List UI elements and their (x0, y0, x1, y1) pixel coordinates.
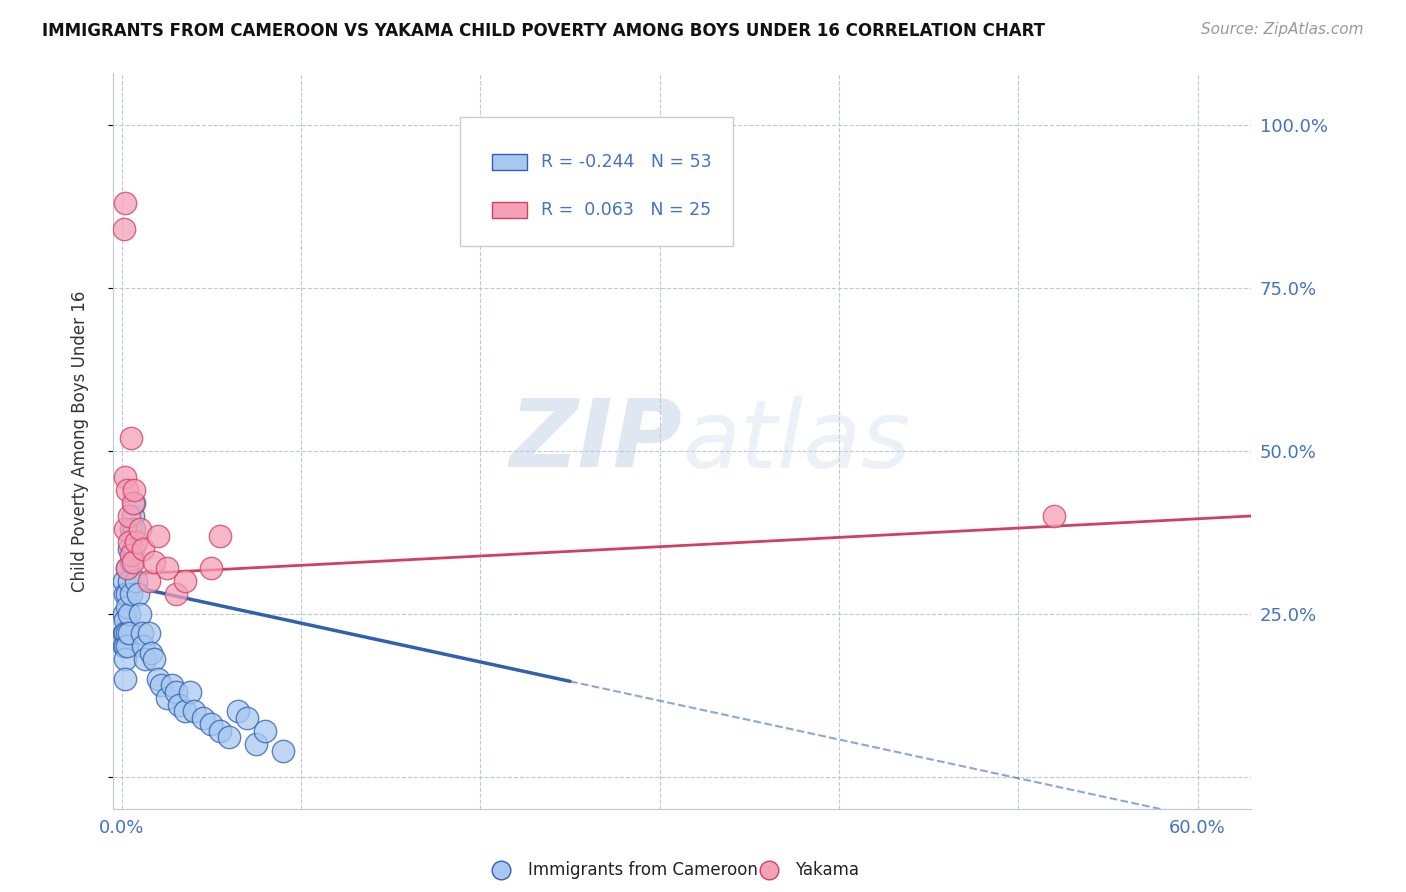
Point (114, 652, 136, 666)
Point (120, 555, 142, 569)
Point (200, 717, 222, 731)
Point (115, 626, 138, 640)
Point (115, 561, 138, 575)
Point (134, 652, 156, 666)
Point (120, 587, 142, 601)
Point (156, 691, 179, 706)
Point (112, 222, 135, 236)
Point (120, 431, 142, 445)
Point (115, 600, 138, 615)
Point (118, 508, 141, 523)
Point (167, 698, 190, 712)
Point (124, 483, 146, 497)
Point (114, 626, 136, 640)
Point (125, 535, 148, 549)
Point (228, 705, 250, 719)
Point (127, 587, 149, 601)
Text: ZIP: ZIP (509, 395, 682, 487)
Point (114, 470, 136, 484)
Point (112, 574, 135, 588)
Point (209, 528, 232, 542)
Point (120, 548, 142, 562)
Point (115, 587, 138, 601)
Point (112, 607, 135, 621)
Point (146, 528, 169, 542)
Point (131, 626, 153, 640)
Point (146, 672, 169, 686)
Point (758, 863, 780, 877)
Point (143, 652, 166, 666)
Point (118, 541, 141, 556)
Point (254, 723, 277, 738)
Point (150, 678, 173, 692)
Point (118, 626, 141, 640)
Point (156, 561, 179, 575)
Text: IMMIGRANTS FROM CAMEROON VS YAKAMA CHILD POVERTY AMONG BOYS UNDER 16 CORRELATION: IMMIGRANTS FROM CAMEROON VS YAKAMA CHILD… (42, 22, 1045, 40)
Point (114, 196, 136, 211)
Point (115, 561, 138, 575)
Text: R =  0.063   N = 25: R = 0.063 N = 25 (541, 201, 711, 219)
Point (143, 555, 166, 569)
Point (128, 522, 150, 536)
Point (139, 646, 162, 660)
Point (112, 626, 135, 640)
Point (138, 626, 160, 640)
Point (124, 496, 146, 510)
Point (173, 705, 195, 719)
Point (114, 672, 136, 686)
FancyBboxPatch shape (460, 117, 734, 246)
Point (132, 640, 155, 654)
Point (114, 587, 136, 601)
Text: Immigrants from Cameroon: Immigrants from Cameroon (529, 861, 758, 879)
Point (209, 723, 232, 738)
Point (114, 640, 136, 654)
Point (112, 640, 135, 654)
Text: R = -0.244   N = 53: R = -0.244 N = 53 (541, 153, 711, 171)
Point (118, 574, 141, 588)
Point (118, 607, 141, 621)
Text: Yakama: Yakama (796, 861, 859, 879)
Point (138, 574, 160, 588)
Point (165, 685, 187, 699)
Point (124, 522, 146, 536)
Point (165, 587, 187, 601)
Point (118, 535, 141, 549)
Point (218, 731, 240, 745)
Point (114, 522, 136, 536)
Point (191, 711, 214, 725)
Point (271, 743, 294, 757)
Point (1043, 508, 1066, 523)
Point (125, 574, 148, 588)
Point (183, 705, 205, 719)
Point (121, 508, 143, 523)
Point (121, 496, 143, 510)
Text: Source: ZipAtlas.com: Source: ZipAtlas.com (1201, 22, 1364, 37)
Y-axis label: Child Poverty Among Boys Under 16: Child Poverty Among Boys Under 16 (72, 291, 89, 591)
Point (114, 613, 136, 627)
Point (236, 711, 259, 725)
Point (115, 640, 138, 654)
Point (160, 678, 183, 692)
Point (121, 555, 143, 569)
Point (491, 863, 513, 877)
Point (128, 607, 150, 621)
Point (200, 561, 222, 575)
Point (179, 685, 201, 699)
Point (120, 522, 142, 536)
Point (132, 541, 155, 556)
Point (173, 574, 195, 588)
Point (115, 483, 138, 497)
Point (245, 737, 267, 751)
FancyBboxPatch shape (492, 154, 527, 170)
Point (121, 541, 143, 556)
Text: atlas: atlas (682, 395, 910, 486)
FancyBboxPatch shape (492, 202, 527, 218)
